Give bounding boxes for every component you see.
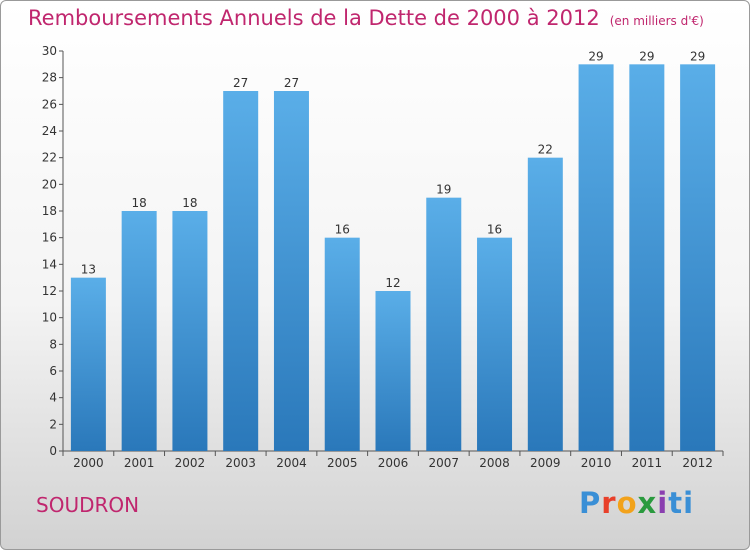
bar-2011: [629, 64, 665, 452]
value-label-2002: 18: [182, 196, 197, 210]
value-label-2001: 18: [132, 196, 147, 210]
y-tick-label: 4: [49, 391, 57, 405]
bar-2005: [324, 237, 360, 451]
bar-2001: [121, 211, 157, 451]
bar-value-labels: 13 18 18 27 27 16 12 19 16 22 29 29 29: [81, 49, 706, 290]
x-tick-label-2010: 2010: [581, 456, 612, 470]
y-tick-label: 30: [42, 44, 57, 58]
bar-2010: [578, 64, 614, 452]
title-row: Remboursements Annuels de la Dette de 20…: [28, 6, 704, 30]
bars: [70, 64, 716, 452]
bar-2008: [477, 237, 513, 451]
value-label-2007: 19: [436, 183, 451, 197]
x-tick-label-2000: 2000: [73, 456, 104, 470]
bar-2012: [680, 64, 716, 452]
x-tick-label-2004: 2004: [276, 456, 307, 470]
y-tick-label: 24: [42, 124, 57, 138]
value-label-2011: 29: [639, 49, 654, 63]
x-tick-label-2008: 2008: [479, 456, 510, 470]
chart-title: Remboursements Annuels de la Dette de 20…: [28, 6, 600, 30]
y-tick-label: 22: [42, 151, 57, 165]
value-label-2004: 27: [284, 76, 299, 90]
y-tick-label: 2: [49, 417, 57, 431]
y-tick-label: 28: [42, 71, 57, 85]
value-label-2006: 12: [385, 276, 400, 290]
x-tick-label-2006: 2006: [378, 456, 409, 470]
y-tick-label: 10: [42, 311, 57, 325]
y-tick-label: 8: [49, 337, 57, 351]
value-label-2003: 27: [233, 76, 248, 90]
y-tick-label: 18: [42, 204, 57, 218]
proxiti-logo[interactable]: Proxiti: [579, 486, 695, 520]
value-label-2010: 29: [588, 49, 603, 63]
x-tick-label-2002: 2002: [175, 456, 206, 470]
bar-2003: [223, 91, 259, 451]
y-tick-label: 6: [49, 364, 57, 378]
x-tick-label-2005: 2005: [327, 456, 358, 470]
x-tick-label-2012: 2012: [682, 456, 713, 470]
x-tick-label-2009: 2009: [530, 456, 561, 470]
x-tick-label-2003: 2003: [225, 456, 256, 470]
bar-2007: [426, 197, 462, 451]
y-tick-label: 16: [42, 231, 57, 245]
bar-2000: [70, 277, 106, 451]
bar-2002: [172, 211, 208, 451]
bar-2006: [375, 291, 411, 451]
x-tick-label-2011: 2011: [632, 456, 663, 470]
x-tick-label-2007: 2007: [428, 456, 459, 470]
bar-2004: [273, 91, 309, 451]
y-tick-label: 12: [42, 284, 57, 298]
chart-unit: (en milliers d'€): [609, 14, 704, 28]
y-tick-label: 0: [49, 444, 57, 458]
commune-name: SOUDRON: [36, 493, 140, 517]
y-tick-label: 20: [42, 177, 57, 191]
value-label-2008: 16: [487, 223, 502, 237]
y-tick-label: 26: [42, 97, 57, 111]
value-label-2005: 16: [335, 223, 350, 237]
value-label-2012: 29: [690, 49, 705, 63]
y-tick-label: 14: [42, 257, 57, 271]
value-label-2009: 22: [538, 143, 553, 157]
bar-2009: [527, 157, 563, 451]
x-tick-label-2001: 2001: [124, 456, 155, 470]
value-label-2000: 13: [81, 263, 96, 277]
